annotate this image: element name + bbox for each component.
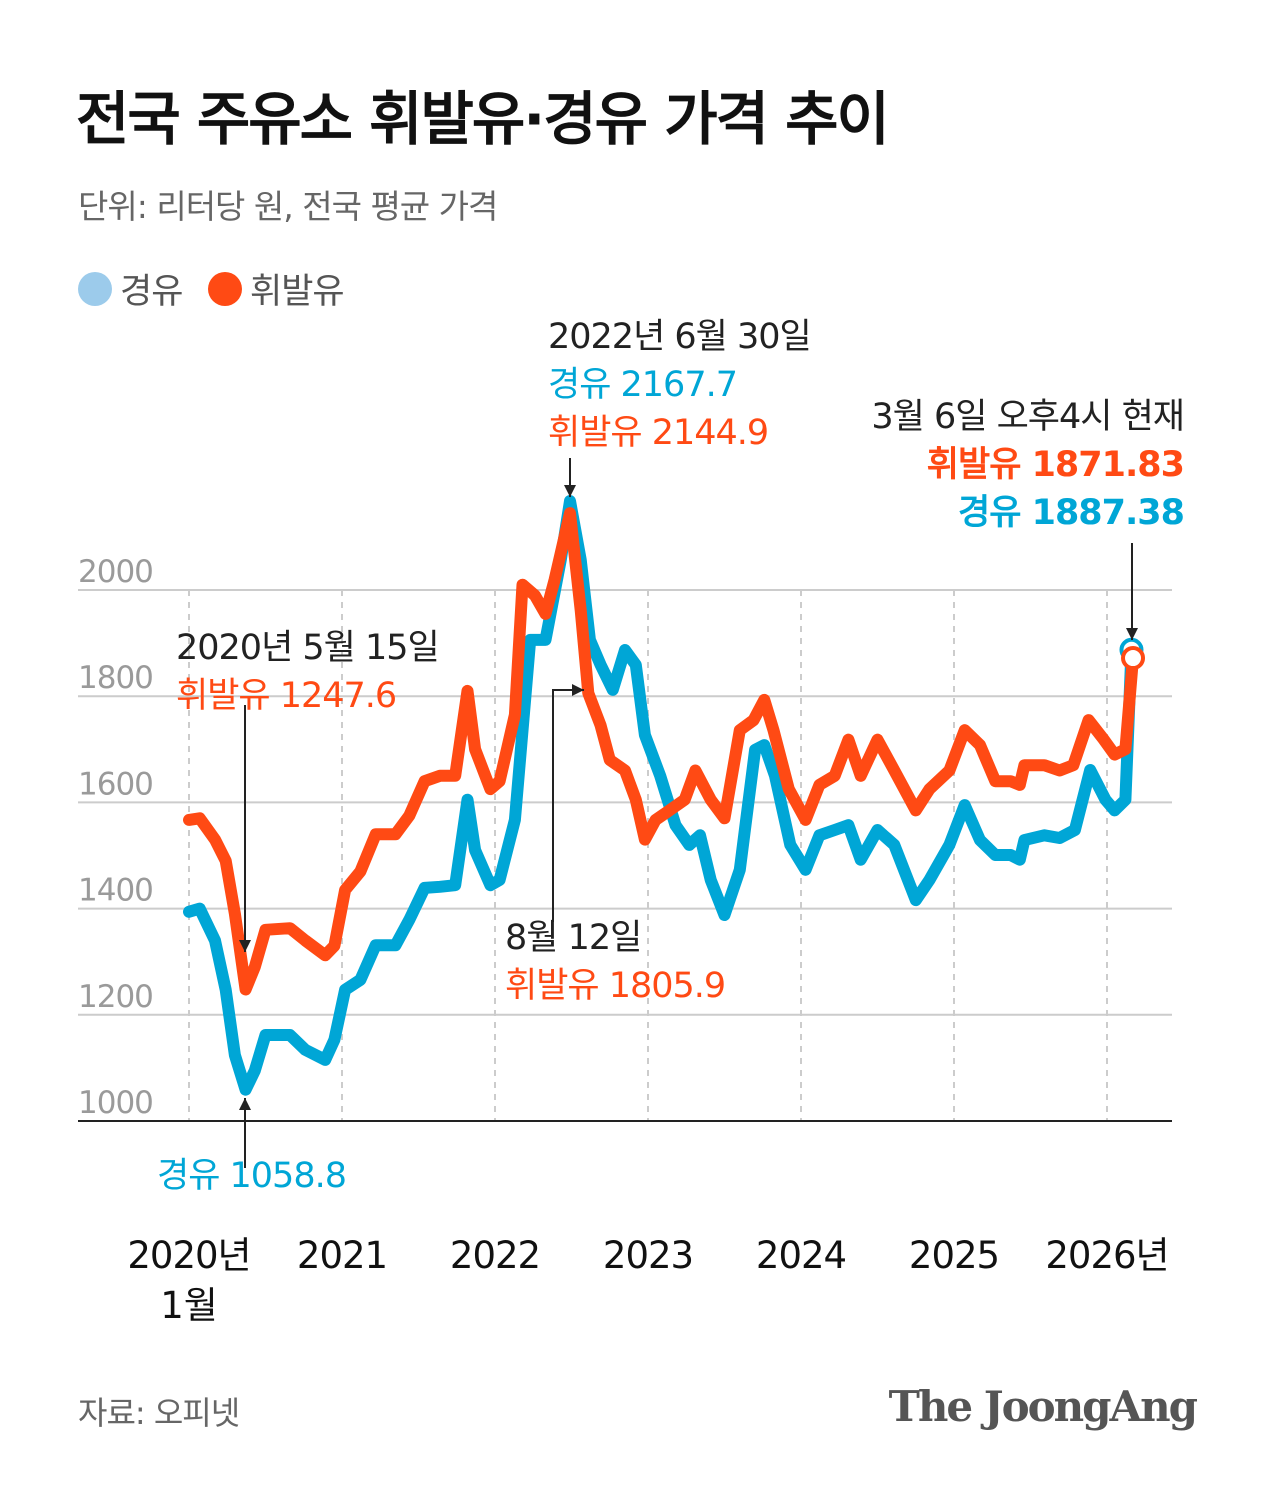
y-tick-label: 2000 <box>78 554 153 590</box>
source-note: 자료: 오피넷 <box>78 1394 240 1432</box>
chart-subtitle: 단위: 리터당 원, 전국 평균 가격 <box>78 187 498 226</box>
publisher-logo: The JoongAng <box>888 1382 1198 1431</box>
annotation-date: 2020년 5월 15일 <box>176 628 440 668</box>
x-tick-label: 2020년 <box>127 1234 250 1277</box>
arrow-aug-head <box>572 684 584 696</box>
annotation-low-diesel: 경유 1058.8 <box>157 1152 347 1200</box>
endpoint-marker-gasoline <box>1121 646 1146 671</box>
series-lines <box>183 495 1146 1096</box>
annotation-date: 3월 6일 오후4시 현재 <box>871 397 1185 437</box>
arrow-aug <box>552 689 584 922</box>
annotation-date: 2022년 6월 30일 <box>548 317 812 357</box>
y-tick-label: 1400 <box>78 873 153 909</box>
y-tick-label: 1800 <box>78 660 153 696</box>
x-tick-label: 2021 <box>297 1234 387 1277</box>
annotation-diesel: 경유 1058.8 <box>157 1156 347 1196</box>
grid <box>78 589 1172 1122</box>
x-tick-sublabel: 1월 <box>160 1284 218 1327</box>
arrow-low-diesel-head <box>239 1098 251 1110</box>
annotation-date: 8월 12일 <box>505 918 642 958</box>
x-tick-label: 2026년 <box>1045 1234 1168 1277</box>
series-line-gasoline <box>183 507 1139 996</box>
arrow-peak-head <box>564 485 576 497</box>
annotation-gasoline: 휘발유 1871.83 <box>926 445 1185 485</box>
y-tick-label: 1000 <box>78 1085 153 1121</box>
annotation-gasoline: 휘발유 2144.9 <box>548 413 769 453</box>
arrow-current-head <box>1126 628 1138 640</box>
annotation-low-gasoline: 2020년 5월 15일 휘발유 1247.6 <box>176 624 440 720</box>
legend-item-gasoline: 휘발유 <box>208 263 345 314</box>
chart-title: 전국 주유소 휘발유·경유 가격 추이 <box>76 85 890 153</box>
legend-label: 경유 <box>120 272 183 312</box>
legend-label: 휘발유 <box>250 272 345 312</box>
annotation-diesel: 경유 2167.7 <box>548 365 738 405</box>
x-tick-label: 2022 <box>450 1234 540 1277</box>
annotation-current: 3월 6일 오후4시 현재 휘발유 1871.83 경유 1887.38 <box>871 393 1185 537</box>
x-tick-label: 2023 <box>603 1234 693 1277</box>
annotation-arrows <box>239 458 1138 1168</box>
annotation-peak: 2022년 6월 30일 경유 2167.7 휘발유 2144.9 <box>548 313 812 457</box>
y-tick-label: 1600 <box>78 766 153 802</box>
annotation-gasoline: 휘발유 1247.6 <box>176 676 397 716</box>
annotation-diesel: 경유 1887.38 <box>958 493 1185 533</box>
legend-item-diesel: 경유 <box>78 263 183 314</box>
series-line-diesel <box>183 495 1138 1096</box>
annotation-aug: 8월 12일 휘발유 1805.9 <box>505 914 726 1010</box>
tick-labels: 1000 1200 1400 1600 1800 2000 2020년 1월 2021 2022 2… <box>78 554 1170 1327</box>
x-tick-label: 2025 <box>909 1234 999 1277</box>
annotation-gasoline: 휘발유 1805.9 <box>505 966 726 1006</box>
x-tick-label: 2024 <box>756 1234 846 1277</box>
y-tick-label: 1200 <box>78 979 153 1015</box>
legend-swatch-diesel <box>78 271 112 306</box>
arrow-low-gasoline-head <box>239 940 251 952</box>
legend-swatch-gasoline <box>208 271 242 306</box>
